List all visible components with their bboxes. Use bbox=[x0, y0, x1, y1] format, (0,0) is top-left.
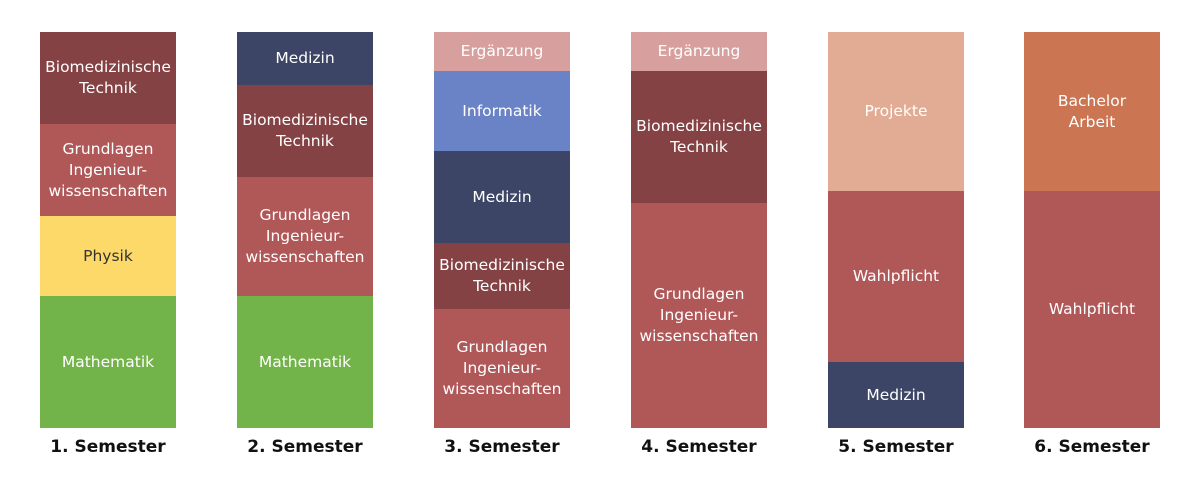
module-block: Biomedizinische Technik bbox=[631, 71, 767, 203]
semester-column-1: Biomedizinische Technik Grundlagen Ingeni… bbox=[40, 32, 176, 457]
semester-label: 6. Semester bbox=[1034, 437, 1150, 457]
semester-column-5: Projekte Wahlpflicht Medizin 5. Semester bbox=[828, 32, 964, 457]
semester-label: 4. Semester bbox=[641, 437, 757, 457]
module-block: Grundlagen Ingenieur- wissenschaften bbox=[631, 203, 767, 428]
semester-stack: Ergänzung Informatik Medizin Biomedizinisch… bbox=[434, 32, 570, 428]
module-block: Physik bbox=[40, 216, 176, 296]
module-block: Grundlagen Ingenieur- wissenschaften bbox=[237, 177, 373, 296]
module-block: Medizin bbox=[434, 151, 570, 243]
semester-column-2: Medizin Biomedizinische Technik Grundlagen… bbox=[237, 32, 373, 457]
module-block: Informatik bbox=[434, 71, 570, 151]
module-block: Medizin bbox=[237, 32, 373, 85]
semester-label: 3. Semester bbox=[444, 437, 560, 457]
module-block: Biomedizinische Technik bbox=[40, 32, 176, 124]
semester-column-3: Ergänzung Informatik Medizin Biomedizinisch… bbox=[434, 32, 570, 457]
module-block: Projekte bbox=[828, 32, 964, 191]
module-block: Grundlagen Ingenieur- wissenschaften bbox=[434, 309, 570, 428]
module-block: Biomedizinische Technik bbox=[237, 85, 373, 177]
module-block: Mathematik bbox=[237, 296, 373, 428]
semester-label: 2. Semester bbox=[247, 437, 363, 457]
module-block: Medizin bbox=[828, 362, 964, 428]
module-block: Bachelor Arbeit bbox=[1024, 32, 1160, 191]
module-block: Grundlagen Ingenieur- wissenschaften bbox=[40, 124, 176, 216]
semester-column-6: Bachelor Arbeit Wahlpflicht 6. Semester bbox=[1024, 32, 1160, 457]
semester-stack: Ergänzung Biomedizinische Technik Grundlag… bbox=[631, 32, 767, 428]
module-block: Ergänzung bbox=[434, 32, 570, 71]
module-block: Biomedizinische Technik bbox=[434, 243, 570, 309]
semester-column-4: Ergänzung Biomedizinische Technik Grundlag… bbox=[631, 32, 767, 457]
semester-stack: Biomedizinische Technik Grundlagen Ingeni… bbox=[40, 32, 176, 428]
module-block: Wahlpflicht bbox=[828, 191, 964, 362]
semester-stack: Bachelor Arbeit Wahlpflicht bbox=[1024, 32, 1160, 428]
module-block: Wahlpflicht bbox=[1024, 191, 1160, 428]
semester-label: 1. Semester bbox=[50, 437, 166, 457]
semester-stack: Projekte Wahlpflicht Medizin bbox=[828, 32, 964, 428]
module-block: Mathematik bbox=[40, 296, 176, 428]
semester-label: 5. Semester bbox=[838, 437, 954, 457]
module-block: Ergänzung bbox=[631, 32, 767, 71]
semester-stack: Medizin Biomedizinische Technik Grundlagen… bbox=[237, 32, 373, 428]
